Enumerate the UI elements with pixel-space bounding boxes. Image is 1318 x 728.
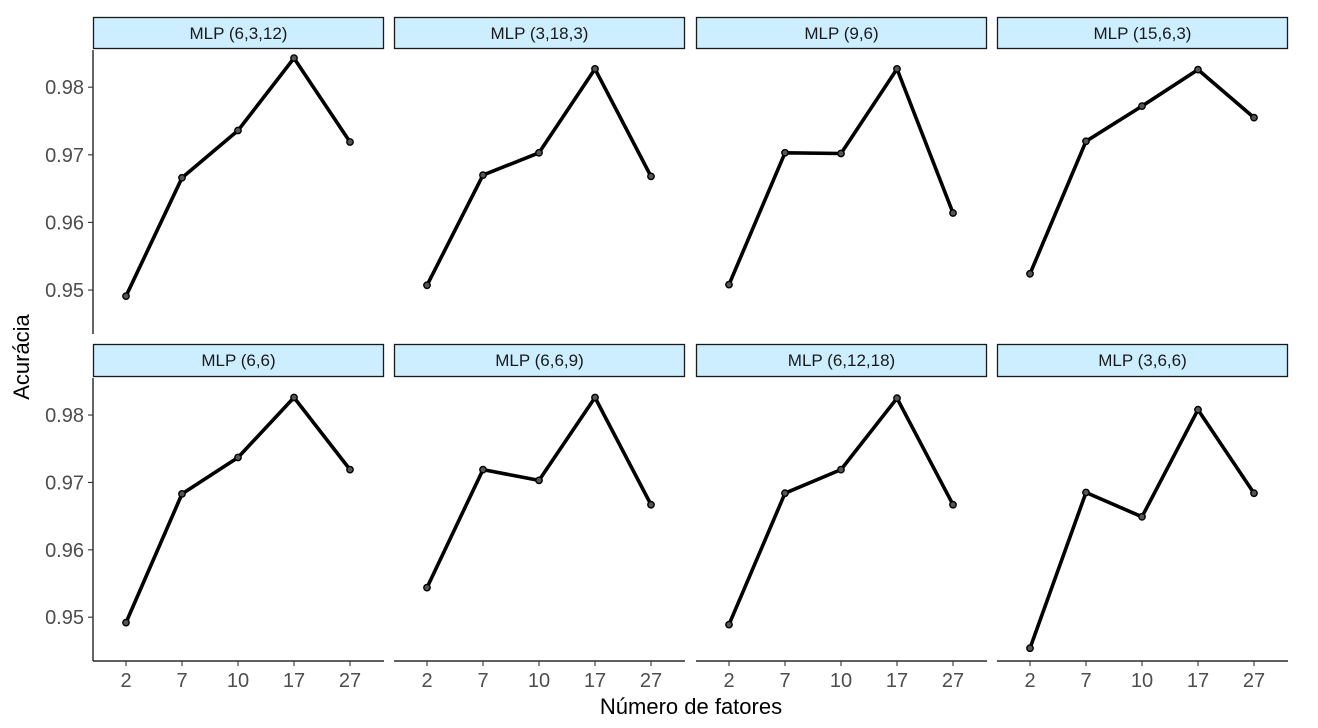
panel-strip xyxy=(393,16,686,50)
data-point xyxy=(591,393,599,402)
data-point xyxy=(234,126,242,135)
panel-strip xyxy=(92,343,385,378)
panel-title: MLP (6,6,9) xyxy=(495,351,584,370)
panel-title: MLP (6,6) xyxy=(201,351,275,370)
data-point xyxy=(949,500,957,509)
data-point xyxy=(346,465,354,474)
x-tick-label: 17 xyxy=(886,670,908,692)
data-point xyxy=(893,394,901,403)
data-point xyxy=(535,148,543,157)
panel-title: MLP (6,3,12) xyxy=(190,24,288,43)
series-line xyxy=(1028,67,1256,276)
data-point xyxy=(1082,137,1090,146)
data-point xyxy=(781,148,789,157)
x-tick-label: 10 xyxy=(1131,670,1153,692)
panel-strip xyxy=(92,16,385,50)
y-tick-label: 0.98 xyxy=(45,405,84,427)
series-line xyxy=(425,395,653,590)
panel-strip xyxy=(695,16,988,50)
panel-title: MLP (9,6) xyxy=(804,24,878,43)
x-tick-label: 27 xyxy=(1243,670,1265,692)
y-tick-label: 0.96 xyxy=(45,540,84,562)
series-line xyxy=(727,396,955,627)
data-point xyxy=(535,476,543,485)
x-tick-label: 7 xyxy=(1080,670,1091,692)
panel-title: MLP (6,12,18) xyxy=(788,351,895,370)
x-tick-label: 17 xyxy=(1187,670,1209,692)
data-point xyxy=(346,138,354,146)
x-tick-label: 10 xyxy=(227,670,249,692)
x-tick-label: 10 xyxy=(528,670,550,692)
data-point xyxy=(178,489,186,498)
data-point xyxy=(423,583,431,592)
data-point xyxy=(423,281,431,290)
x-tick-label: 7 xyxy=(477,670,488,692)
data-point xyxy=(781,489,789,498)
x-tick-label: 2 xyxy=(120,670,131,692)
panel-title: MLP (3,6,6) xyxy=(1098,351,1187,370)
series-line xyxy=(727,67,955,287)
data-point xyxy=(1138,102,1146,111)
data-point xyxy=(725,620,733,629)
data-point xyxy=(893,65,901,73)
data-point xyxy=(1250,113,1258,122)
data-point xyxy=(1026,269,1034,278)
data-point xyxy=(178,173,186,182)
data-point xyxy=(1250,489,1258,498)
series-line xyxy=(124,395,352,625)
x-tick-label: 10 xyxy=(830,670,852,692)
x-tick-label: 2 xyxy=(421,670,432,692)
data-point xyxy=(949,209,957,217)
x-tick-label: 27 xyxy=(640,670,662,692)
x-axis-title: Número de fatores xyxy=(600,694,782,719)
panel-strip xyxy=(695,343,988,378)
data-point xyxy=(1194,65,1202,74)
x-tick-label: 2 xyxy=(1024,670,1035,692)
panel-title: MLP (15,6,3) xyxy=(1094,24,1192,43)
y-tick-label: 0.98 xyxy=(45,77,84,99)
panel-strip xyxy=(996,16,1289,50)
x-tick-label: 17 xyxy=(584,670,606,692)
y-tick-label: 0.97 xyxy=(45,472,84,494)
data-point xyxy=(837,465,845,474)
x-tick-label: 7 xyxy=(176,670,187,692)
data-point xyxy=(234,453,242,462)
data-point xyxy=(1138,512,1146,521)
y-tick-label: 0.95 xyxy=(45,607,84,629)
panel-strip xyxy=(996,343,1289,378)
data-point xyxy=(479,171,487,180)
x-tick-label: 27 xyxy=(339,670,361,692)
data-point xyxy=(122,292,130,300)
panel-title: MLP (3,18,3) xyxy=(491,24,589,43)
data-point xyxy=(1026,644,1034,653)
data-point xyxy=(647,172,655,181)
x-tick-label: 7 xyxy=(779,670,790,692)
data-point xyxy=(837,149,845,158)
x-tick-label: 27 xyxy=(942,670,964,692)
panel-strip xyxy=(393,343,686,378)
series-line xyxy=(124,56,352,298)
x-tick-label: 17 xyxy=(283,670,305,692)
data-point xyxy=(479,465,487,474)
data-point xyxy=(1194,405,1202,414)
data-point xyxy=(647,500,655,509)
data-point xyxy=(725,280,733,289)
data-point xyxy=(591,65,599,73)
y-tick-label: 0.95 xyxy=(45,280,84,302)
data-point xyxy=(290,54,298,62)
data-point xyxy=(290,393,298,402)
data-point xyxy=(1082,488,1090,497)
series-line xyxy=(425,67,653,288)
y-tick-label: 0.97 xyxy=(45,145,84,167)
y-axis-title: Acurácia xyxy=(9,313,34,399)
data-point xyxy=(122,618,130,627)
y-tick-label: 0.96 xyxy=(45,212,84,234)
x-tick-label: 2 xyxy=(723,670,734,692)
series-line xyxy=(1028,407,1256,651)
